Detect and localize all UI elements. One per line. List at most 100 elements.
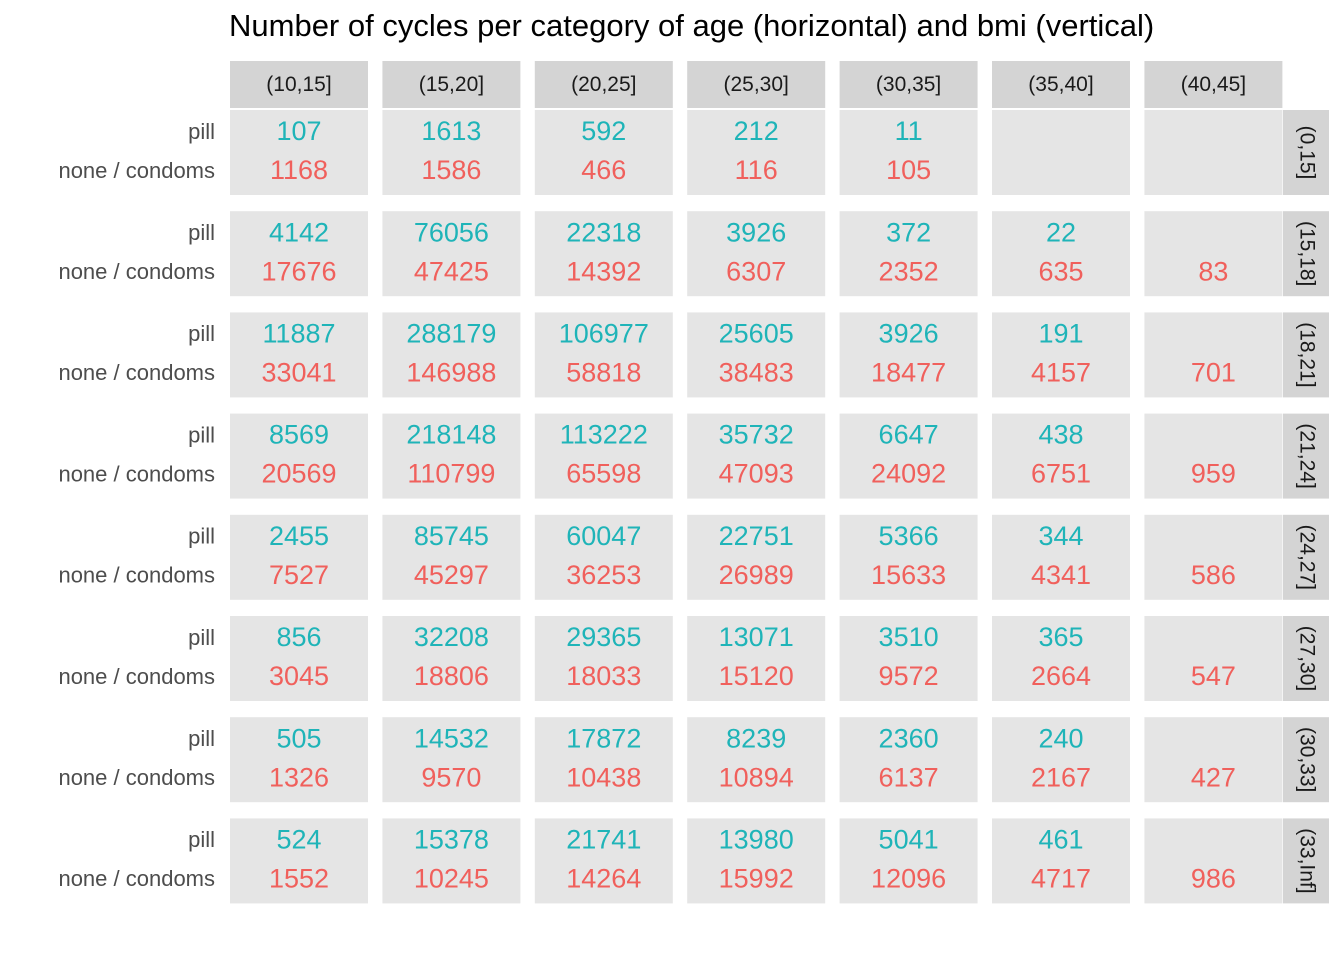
y-tick-label-pill: pill: [188, 625, 215, 650]
facet-panel: [1144, 717, 1283, 803]
facet-panel: [1144, 312, 1283, 398]
row-strip-label: (33,Inf]: [1295, 828, 1318, 893]
facet-panel: [534, 514, 673, 600]
data-label-none-condoms: 635: [1038, 256, 1083, 286]
data-label-pill: 5041: [879, 825, 939, 855]
y-tick-label-pill: pill: [188, 119, 215, 144]
data-label-none-condoms: 1168: [270, 155, 328, 185]
facet-panel: [839, 514, 978, 600]
facet-panel: [992, 514, 1130, 600]
facet-panel: [687, 514, 826, 600]
data-label-none-condoms: 18033: [566, 661, 641, 691]
data-label-none-condoms: 2352: [879, 256, 939, 286]
facet-panel: [687, 413, 826, 499]
data-label-pill: 60047: [566, 521, 641, 551]
facet-panel: [1144, 110, 1283, 195]
data-label-pill: 2455: [269, 521, 329, 551]
facet-panel: [839, 818, 978, 904]
data-label-pill: 212: [734, 116, 779, 146]
data-label-none-condoms: 18806: [414, 661, 489, 691]
facet-panel: [992, 717, 1130, 803]
data-label-pill: 6647: [879, 420, 939, 450]
data-label-none-condoms: 45297: [414, 560, 489, 590]
data-label-none-condoms: 18477: [871, 358, 946, 388]
data-label-pill: 2360: [879, 723, 939, 753]
facet-panel: [230, 717, 368, 803]
facet-panel: [534, 110, 673, 195]
data-label-none-condoms: 58818: [566, 358, 641, 388]
y-tick-label-none-condoms: none / condoms: [58, 461, 215, 486]
facet-panel: [839, 312, 978, 398]
facet-panel: [839, 413, 978, 499]
column-strip-label: (20,25]: [571, 73, 636, 96]
column-strip-label: (10,15]: [266, 73, 331, 96]
data-label-pill: 22318: [566, 217, 641, 247]
facet-panel: [1144, 413, 1283, 499]
data-label-none-condoms: 26989: [719, 560, 794, 590]
facet-panel: [230, 818, 368, 904]
data-label-none-condoms: 6751: [1031, 459, 1091, 489]
row-strip-label: (0,15]: [1295, 126, 1318, 180]
column-strip: [687, 61, 826, 108]
data-label-pill: 218148: [406, 420, 496, 450]
y-tick-label-pill: pill: [188, 726, 215, 751]
y-tick-label-none-condoms: none / condoms: [58, 259, 215, 284]
data-label-none-condoms: 10438: [566, 762, 641, 792]
data-label-pill: 17872: [566, 723, 641, 753]
facet-panel: [839, 717, 978, 803]
row-strip-label: (30,33]: [1295, 727, 1318, 792]
facet-panel: [230, 312, 368, 398]
data-label-none-condoms: 15120: [719, 661, 794, 691]
data-label-pill: 13071: [719, 622, 794, 652]
data-label-pill: 365: [1038, 622, 1083, 652]
data-label-none-condoms: 146988: [406, 358, 496, 388]
data-label-none-condoms: 10894: [719, 762, 794, 792]
data-label-none-condoms: 586: [1191, 560, 1236, 590]
data-label-none-condoms: 14264: [566, 864, 641, 894]
data-label-none-condoms: 7527: [269, 560, 329, 590]
data-label-pill: 25605: [719, 319, 794, 349]
facet-panel: [230, 514, 368, 600]
data-label-none-condoms: 10245: [414, 864, 489, 894]
data-label-pill: 21741: [566, 825, 641, 855]
row-strip-label: (21,24]: [1295, 423, 1318, 488]
data-label-pill: 191: [1038, 319, 1083, 349]
data-label-pill: 288179: [406, 319, 496, 349]
facet-panel: [534, 818, 673, 904]
column-strip: [382, 61, 521, 108]
facet-panel: [534, 413, 673, 499]
facet-panel: [1144, 514, 1283, 600]
data-label-none-condoms: 1586: [421, 155, 481, 185]
data-label-pill: 1613: [421, 116, 481, 146]
facet-panel: [382, 110, 521, 195]
column-strip: [1144, 61, 1283, 108]
data-label-pill: 35732: [719, 420, 794, 450]
data-label-none-condoms: 547: [1191, 661, 1236, 691]
facet-panel: [839, 110, 978, 195]
data-label-none-condoms: 1326: [269, 762, 329, 792]
column-strip-label: (15,20]: [419, 73, 484, 96]
facet-panel: [687, 211, 826, 297]
data-label-none-condoms: 2664: [1031, 661, 1091, 691]
data-label-none-condoms: 4717: [1031, 864, 1091, 894]
data-label-none-condoms: 12096: [871, 864, 946, 894]
facet-panel: [992, 616, 1130, 701]
data-label-none-condoms: 33041: [261, 358, 336, 388]
facet-panel: [1144, 818, 1283, 904]
data-label-none-condoms: 3045: [269, 661, 329, 691]
facet-panel: [839, 616, 978, 701]
data-label-pill: 106977: [559, 319, 649, 349]
column-strip-label: (25,30]: [724, 73, 789, 96]
y-tick-label-pill: pill: [188, 524, 215, 549]
facet-panel: [534, 717, 673, 803]
data-label-pill: 856: [276, 622, 321, 652]
row-strip-label: (15,18]: [1295, 221, 1318, 286]
row-strip: [1283, 413, 1329, 499]
data-label-none-condoms: 15633: [871, 560, 946, 590]
row-strip: [1283, 110, 1329, 195]
data-label-none-condoms: 6137: [879, 762, 939, 792]
facet-panel: [992, 312, 1130, 398]
row-strip-label: (18,21]: [1295, 322, 1318, 387]
facet-panel: [382, 717, 521, 803]
